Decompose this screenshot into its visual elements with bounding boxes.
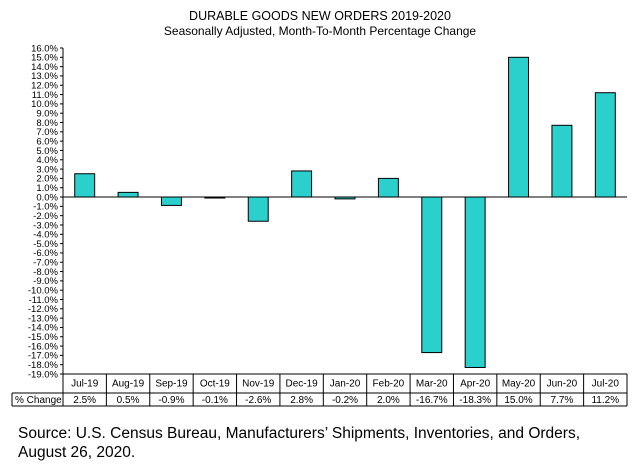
value-label: -0.2% xyxy=(332,395,358,406)
bar xyxy=(117,191,139,198)
y-tick-label: 14.0% xyxy=(31,62,58,73)
y-tick-label: -4.0% xyxy=(33,230,58,241)
y-tick-label: 9.0% xyxy=(36,109,58,120)
value-label: 2.0% xyxy=(377,395,400,406)
y-tick-label: -8.0% xyxy=(33,267,58,278)
y-tick-label: -16.0% xyxy=(28,341,59,352)
y-tick-label: -12.0% xyxy=(28,304,59,315)
category-label: Dec-19 xyxy=(285,379,318,390)
y-tick-label: -14.0% xyxy=(28,323,59,334)
value-label: 7.7% xyxy=(551,395,574,406)
category-label: Jul-19 xyxy=(71,379,99,390)
bar xyxy=(421,196,443,354)
category-label: Feb-20 xyxy=(373,379,405,390)
y-tick-label: 10.0% xyxy=(31,99,58,110)
value-label: -2.6% xyxy=(245,395,271,406)
y-tick-label: -11.0% xyxy=(29,295,59,306)
bar xyxy=(594,92,616,198)
chart-title: DURABLE GOODS NEW ORDERS 2019-2020 xyxy=(189,9,451,23)
category-label: Jul-20 xyxy=(592,379,620,390)
category-label: Mar-20 xyxy=(416,379,448,390)
bar xyxy=(74,173,96,198)
y-tick-label: 12.0% xyxy=(31,81,58,92)
y-tick-label: 0.0% xyxy=(36,192,58,203)
y-tick-label: 7.0% xyxy=(36,127,58,138)
value-label: 0.5% xyxy=(117,395,140,406)
category-label: Sep-19 xyxy=(155,379,188,390)
value-label: 2.5% xyxy=(73,395,96,406)
bar xyxy=(464,196,486,368)
y-tick-label: -5.0% xyxy=(33,239,58,250)
value-label: 15.0% xyxy=(504,395,532,406)
y-tick-label: -17.0% xyxy=(28,351,59,362)
chart-subtitle: Seasonally Adjusted, Month-To-Month Perc… xyxy=(163,24,477,38)
y-tick-label: 5.0% xyxy=(36,146,58,157)
y-tick-label: 8.0% xyxy=(36,118,58,129)
y-tick-label: -19.0% xyxy=(28,369,59,380)
y-tick-label: 16.0% xyxy=(31,43,58,54)
y-tick-label: 6.0% xyxy=(36,136,58,147)
y-tick-label: -10.0% xyxy=(28,285,59,296)
value-label: -0.1% xyxy=(202,395,228,406)
y-tick-label: 4.0% xyxy=(36,155,58,166)
value-label: -0.9% xyxy=(158,395,184,406)
y-tick-label: -3.0% xyxy=(33,220,58,231)
y-tick-label: 13.0% xyxy=(31,71,58,82)
y-tick-label: -7.0% xyxy=(33,258,58,269)
category-label: Oct-19 xyxy=(200,379,230,390)
value-label: 11.2% xyxy=(591,395,619,406)
bar xyxy=(377,177,399,198)
category-label: Apr-20 xyxy=(460,379,490,390)
y-tick-label: -1.0% xyxy=(33,202,58,213)
category-label: Aug-19 xyxy=(112,379,145,390)
y-tick-label: -15.0% xyxy=(28,332,59,343)
bar xyxy=(291,170,313,198)
category-label: May-20 xyxy=(502,379,536,390)
y-tick-label: -18.0% xyxy=(28,360,59,371)
bar xyxy=(247,196,269,222)
value-label: 2.8% xyxy=(290,395,313,406)
category-label: Jan-20 xyxy=(330,379,361,390)
y-tick-label: -6.0% xyxy=(33,248,58,259)
category-label: Nov-19 xyxy=(242,379,275,390)
y-tick-label: 1.0% xyxy=(36,183,58,194)
y-tick-label: -9.0% xyxy=(33,276,58,287)
bar xyxy=(551,124,573,198)
bar xyxy=(160,196,182,206)
table-row-label: % Change xyxy=(15,395,62,406)
y-tick-label: 11.0% xyxy=(32,90,59,101)
source-note: Source: U.S. Census Bureau, Manufacturer… xyxy=(18,425,580,461)
y-tick-label: -13.0% xyxy=(28,313,59,324)
y-tick-label: -2.0% xyxy=(33,211,58,222)
y-tick-label: 3.0% xyxy=(36,164,58,175)
value-label: -18.3% xyxy=(459,395,491,406)
value-label: -16.7% xyxy=(416,395,448,406)
y-tick-label: 2.0% xyxy=(36,174,58,185)
y-tick-label: 15.0% xyxy=(31,53,58,64)
bar xyxy=(508,56,530,198)
category-label: Jun-20 xyxy=(547,379,578,390)
